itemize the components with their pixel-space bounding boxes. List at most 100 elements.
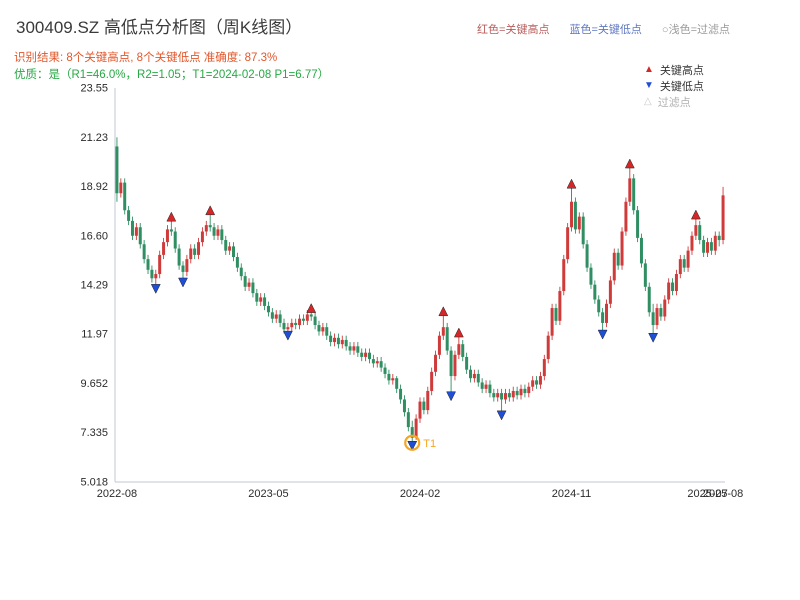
t1-label: T1 (423, 438, 436, 450)
key-high-triangle-icon: ▲ (644, 64, 654, 75)
y-tick-label: 9.652 (80, 378, 108, 390)
candle-body (235, 257, 239, 268)
candle-body (410, 427, 414, 438)
legend-item-key-high: ▲ 关键高点 (644, 62, 704, 78)
candle-body (193, 248, 197, 255)
candle-body (636, 210, 640, 238)
candle-body (383, 367, 387, 374)
candle-body (678, 259, 682, 275)
candle-body (686, 250, 690, 268)
candle-body (480, 382, 484, 389)
candle-body (197, 242, 201, 255)
key-low-marker (282, 330, 293, 341)
candle-body (511, 390, 515, 398)
candle-body (566, 227, 570, 260)
candle-body (604, 303, 608, 323)
candle-body (348, 346, 352, 351)
candle-body (247, 282, 251, 287)
candle-body (527, 386, 531, 394)
candle-body (597, 299, 601, 313)
key-low-marker (150, 284, 161, 294)
x-tick-label: 2024-11 (552, 488, 592, 500)
candle-body (643, 263, 647, 287)
key-low-marker (648, 332, 659, 343)
candle-body (259, 297, 263, 302)
key-low-triangle-icon: ▼ (644, 80, 654, 91)
candle-body (162, 242, 166, 255)
candle-body (379, 361, 383, 368)
candle-body (375, 361, 379, 364)
candle-body (445, 327, 449, 351)
candle-body (165, 229, 169, 243)
candle-body (142, 244, 146, 260)
candle-body (655, 308, 659, 326)
candle-body (492, 393, 496, 398)
candle-body (208, 225, 212, 228)
candle-body (239, 267, 243, 277)
candle-body (301, 318, 305, 321)
candle-body (406, 412, 410, 428)
candle-body (325, 327, 329, 336)
x-tick-label: 2023-05 (248, 488, 288, 500)
candle-body (313, 316, 317, 326)
candle-body (255, 293, 259, 302)
key-high-marker (438, 306, 449, 317)
candle-body (465, 356, 469, 370)
candle-body (461, 344, 465, 357)
candle-body (352, 346, 356, 351)
candle-body (177, 248, 181, 266)
candle-body (282, 322, 286, 330)
x-tick-label: 2022-08 (97, 488, 137, 500)
candle-body (472, 373, 476, 379)
candle-body (639, 237, 643, 264)
candle-body (290, 322, 294, 328)
candle-body (694, 225, 698, 236)
candle-body (608, 280, 612, 304)
candle-body (391, 378, 395, 381)
candle-body (659, 308, 663, 317)
key-high-marker (453, 327, 464, 338)
candle-body (476, 373, 480, 383)
candle-body (340, 339, 344, 345)
candle-body (204, 225, 208, 232)
candle-body (387, 373, 391, 381)
candle-body (434, 354, 438, 372)
candle-body (418, 401, 422, 419)
candle-body (702, 240, 706, 253)
candle-body (243, 276, 247, 287)
candle-body (457, 344, 461, 355)
key-high-marker (624, 158, 635, 169)
color-legend: 红色=关键高点 蓝色=关键低点 ○浅色=过滤点 (477, 21, 730, 37)
candle-body (570, 201, 574, 228)
candle-body (535, 380, 539, 385)
t1-marker (404, 434, 421, 451)
y-tick-label: 16.60 (80, 230, 108, 242)
candle-body (589, 267, 593, 285)
candle-body (329, 335, 333, 343)
candle-body (682, 259, 686, 268)
candle-body (496, 393, 500, 398)
candle-body (441, 327, 445, 336)
candle-body (173, 231, 177, 249)
candle-body (616, 252, 620, 266)
candle-body (709, 242, 713, 251)
candle-body (251, 282, 255, 294)
candle-body (399, 388, 403, 400)
candle-body (667, 282, 671, 300)
candle-body (503, 393, 507, 400)
candle-body (402, 399, 406, 413)
candle-body (573, 201, 577, 230)
candle-body (123, 182, 127, 211)
legend-filter-label: ○浅色=过滤点 (661, 24, 730, 36)
candle-body (500, 393, 504, 400)
candle-body (263, 297, 267, 306)
candle-body (612, 252, 616, 281)
candle-body (150, 269, 154, 279)
candle-body (422, 401, 426, 411)
candle-body (274, 314, 278, 319)
candle-body (663, 299, 667, 317)
candle-body (488, 384, 492, 394)
candle-body (158, 254, 162, 275)
